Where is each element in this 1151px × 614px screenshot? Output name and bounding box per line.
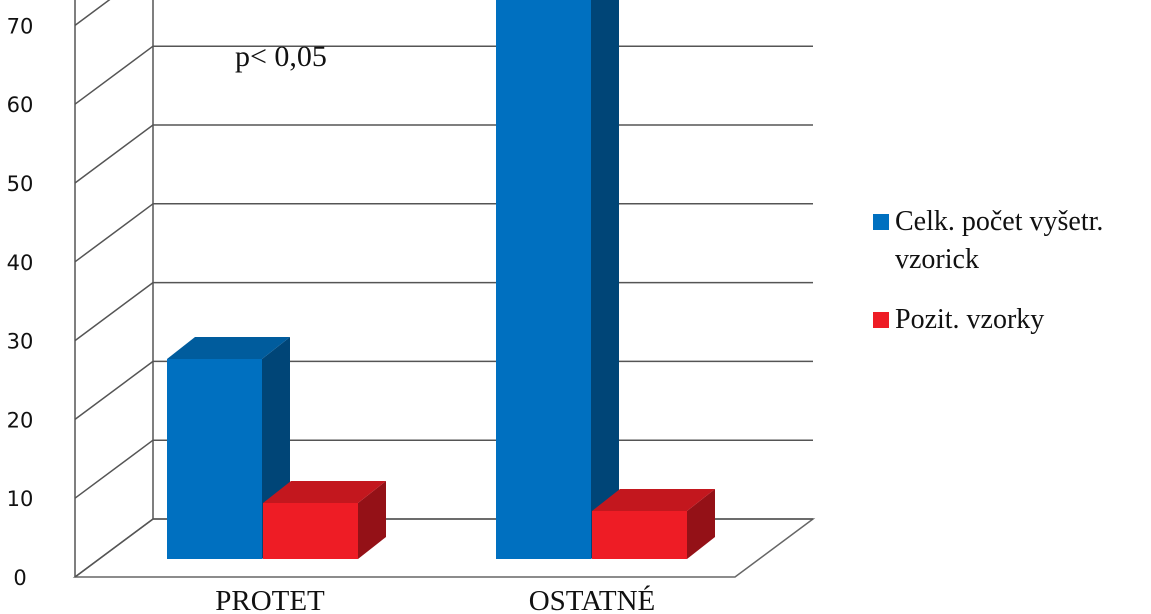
y-tick-label: 50 (7, 172, 34, 196)
x-category-label: PROTET (215, 585, 325, 614)
bar (496, 0, 619, 559)
y-tick-label: 10 (7, 487, 34, 511)
bar-front (167, 359, 262, 559)
y-tick-label: 40 (7, 251, 34, 275)
y-tick-label: 20 (7, 408, 34, 432)
p-value-annotation: p< 0,05 (235, 40, 327, 73)
gridline-side (74, 203, 154, 263)
bar-top (167, 337, 290, 359)
legend-label: Celk. počet vyšetr. (895, 206, 1103, 237)
bar-front (263, 503, 358, 559)
bar-front (496, 0, 591, 559)
bar (263, 481, 386, 559)
gridline-side (74, 281, 154, 342)
gridline-side (74, 518, 154, 578)
x-axis-categories: PROTET OSTATNÉ (215, 584, 655, 614)
bar-top (592, 489, 715, 511)
bar-top (263, 481, 386, 503)
gridline-side (74, 0, 111, 27)
gridline-side (74, 45, 154, 105)
y-tick-label: 60 (7, 93, 34, 117)
y-axis-ticks: 01020304050607080 (7, 14, 34, 590)
gridline-side (74, 439, 154, 499)
bar-side (687, 489, 715, 559)
bar (592, 489, 715, 559)
bar-side (358, 481, 386, 559)
chart-legend: Celk. počet vyšetr. vzorick Pozit. vzorky (873, 206, 1103, 335)
bar-front (592, 511, 687, 559)
bar-side (591, 0, 619, 559)
legend-swatch (873, 312, 889, 328)
y-tick-label: 0 (13, 566, 26, 590)
legend-swatch (873, 214, 889, 230)
legend-label: Pozit. vzorky (895, 304, 1044, 335)
gridline-side (74, 360, 154, 421)
x-category-label: OSTATNÉ (529, 584, 656, 614)
chart-bars (167, 0, 715, 559)
legend-label: vzorick (895, 244, 979, 275)
gridline-side (74, 124, 154, 184)
y-tick-label: 30 (7, 330, 34, 354)
y-tick-label: 70 (7, 14, 34, 38)
